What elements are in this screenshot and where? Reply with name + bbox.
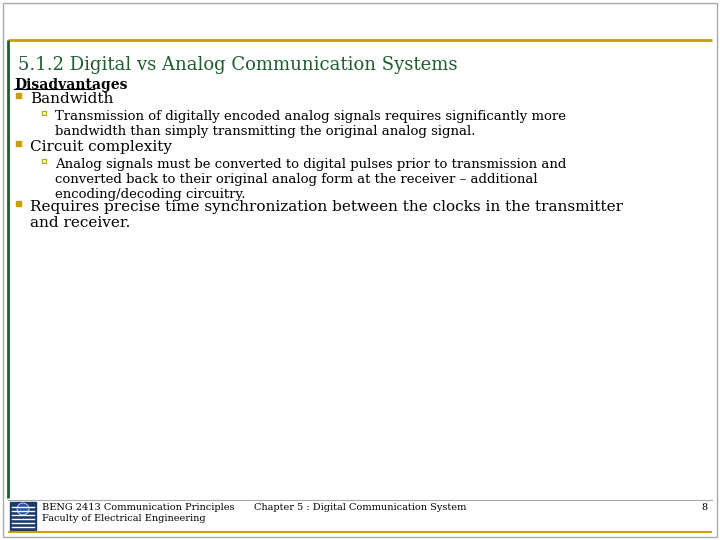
Text: 5.1.2 Digital vs Analog Communication Systems: 5.1.2 Digital vs Analog Communication Sy… bbox=[18, 56, 457, 74]
Text: 8: 8 bbox=[702, 503, 708, 512]
Bar bbox=[16, 201, 21, 206]
Bar bbox=[16, 93, 21, 98]
Text: Transmission of digitally encoded analog signals requires significantly more
ban: Transmission of digitally encoded analog… bbox=[55, 110, 566, 138]
Text: Analog signals must be converted to digital pulses prior to transmission and
con: Analog signals must be converted to digi… bbox=[55, 158, 567, 201]
Text: Chapter 5 : Digital Communication System: Chapter 5 : Digital Communication System bbox=[254, 503, 466, 512]
Text: Disadvantages: Disadvantages bbox=[14, 78, 127, 92]
Circle shape bbox=[17, 503, 29, 515]
Bar bbox=[16, 141, 21, 146]
Bar bbox=[42, 159, 46, 163]
Text: Faculty of Electrical Engineering: Faculty of Electrical Engineering bbox=[42, 514, 206, 523]
FancyBboxPatch shape bbox=[10, 502, 36, 530]
Bar bbox=[42, 111, 46, 115]
Text: Circuit complexity: Circuit complexity bbox=[30, 140, 172, 154]
Text: BENG 2413 Communication Principles: BENG 2413 Communication Principles bbox=[42, 503, 235, 512]
Text: Bandwidth: Bandwidth bbox=[30, 92, 113, 106]
FancyBboxPatch shape bbox=[3, 3, 717, 537]
Text: Requires precise time synchronization between the clocks in the transmitter
and : Requires precise time synchronization be… bbox=[30, 200, 623, 230]
